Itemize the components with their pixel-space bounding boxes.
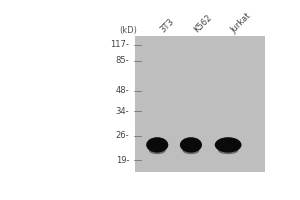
Ellipse shape	[146, 137, 168, 153]
Text: K562: K562	[192, 13, 214, 35]
Ellipse shape	[183, 147, 199, 154]
Ellipse shape	[149, 147, 166, 154]
Ellipse shape	[180, 137, 202, 153]
Text: 117-: 117-	[110, 40, 129, 49]
Text: Jurkat: Jurkat	[229, 11, 253, 35]
Text: (kD): (kD)	[119, 26, 137, 35]
Text: 48-: 48-	[116, 86, 129, 95]
Ellipse shape	[215, 137, 242, 153]
Text: 34-: 34-	[116, 107, 129, 116]
Text: 85-: 85-	[116, 56, 129, 65]
Ellipse shape	[218, 147, 238, 154]
Text: 3T3: 3T3	[158, 17, 176, 35]
Bar	[135, 36, 266, 172]
Text: 19-: 19-	[116, 156, 129, 165]
Text: 26-: 26-	[116, 131, 129, 140]
